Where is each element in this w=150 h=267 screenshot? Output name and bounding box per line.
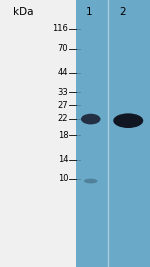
Text: 1: 1 xyxy=(86,7,93,17)
Bar xyxy=(76,0,150,267)
Text: 2: 2 xyxy=(120,7,126,17)
Text: 27: 27 xyxy=(58,101,68,110)
Text: 33: 33 xyxy=(57,88,68,97)
Text: 44: 44 xyxy=(58,68,68,77)
Text: kDa: kDa xyxy=(13,7,33,17)
Bar xyxy=(0,0,76,267)
Text: 22: 22 xyxy=(58,114,68,123)
Text: 18: 18 xyxy=(58,131,68,140)
Text: 14: 14 xyxy=(58,155,68,164)
Text: 10: 10 xyxy=(58,174,68,183)
Ellipse shape xyxy=(113,113,143,128)
Text: 116: 116 xyxy=(52,24,68,33)
Ellipse shape xyxy=(84,179,98,183)
Text: 70: 70 xyxy=(58,44,68,53)
Ellipse shape xyxy=(81,114,100,124)
